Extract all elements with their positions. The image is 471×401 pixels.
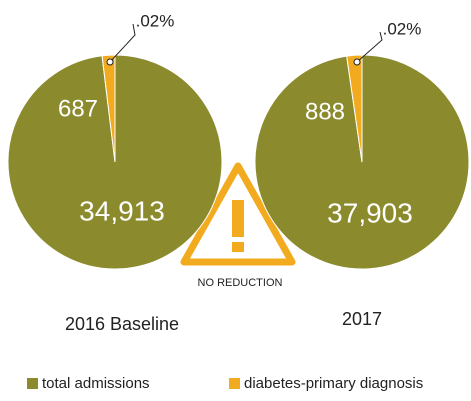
leader-dot xyxy=(353,58,361,66)
center-note: NO REDUCTION xyxy=(198,277,283,289)
value-label: 687 xyxy=(58,95,98,122)
value-label: 888 xyxy=(305,98,345,125)
warning-icon xyxy=(180,162,296,266)
pie-slice xyxy=(346,54,363,163)
pie-slice xyxy=(101,54,116,163)
annotation: .02% xyxy=(383,19,422,38)
legend-label: diabetes-primary diagnosis xyxy=(244,375,423,392)
leader-line xyxy=(109,23,136,63)
value-label: 34,913 xyxy=(79,195,165,226)
warning-dot xyxy=(232,242,244,252)
warning-bar xyxy=(232,200,244,237)
legend-label: total admissions xyxy=(42,375,150,392)
pie-title: 2017 xyxy=(341,309,383,329)
legend-swatch xyxy=(229,378,240,389)
pie-title: 2016 Baseline xyxy=(64,314,180,334)
value-label: 37,903 xyxy=(327,197,413,228)
legend-swatch xyxy=(27,378,38,389)
leader-line xyxy=(356,31,383,63)
annotation: .02% xyxy=(136,11,175,30)
leader-dot xyxy=(106,58,114,66)
